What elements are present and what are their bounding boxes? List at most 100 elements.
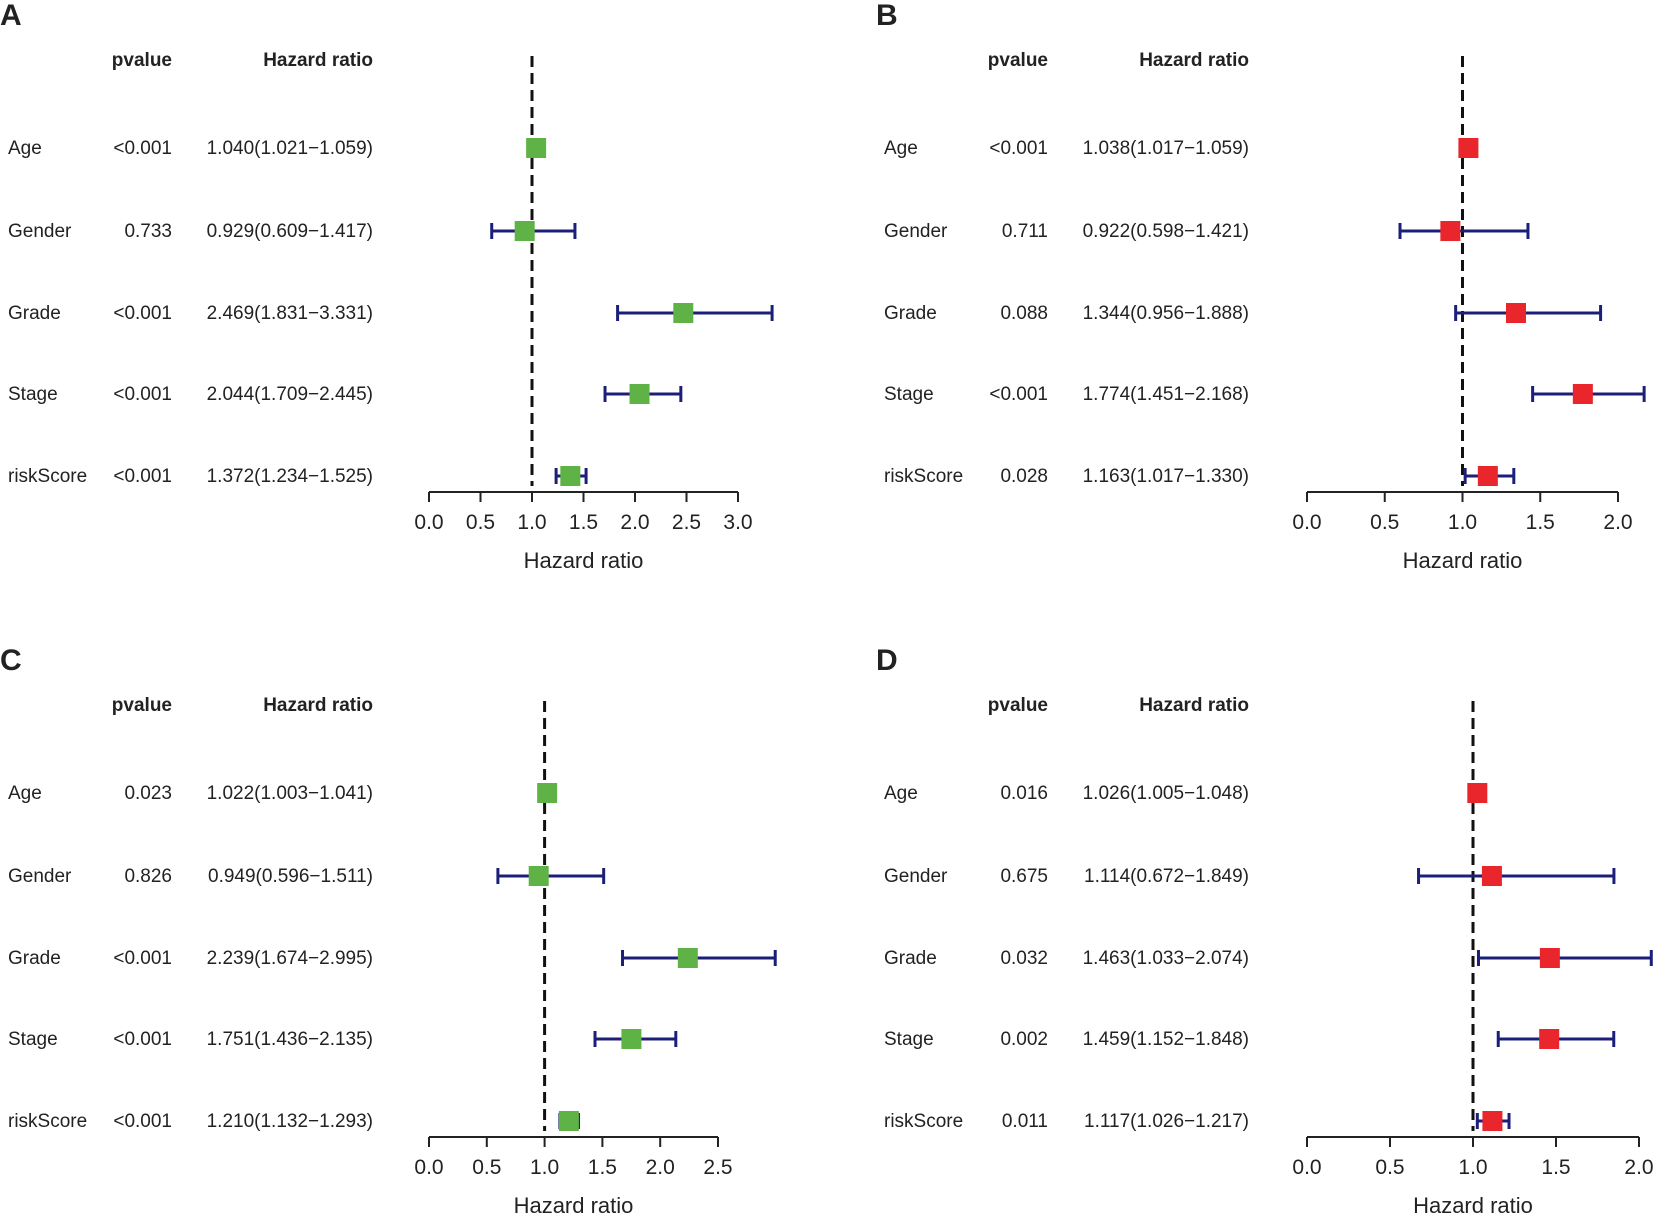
row-pvalue: 0.028 — [1000, 466, 1048, 487]
x-tick-label: 0.5 — [1370, 511, 1399, 534]
row-hazard-ratio: 0.922(0.598−1.421) — [1083, 221, 1249, 242]
x-tick-label: 3.0 — [723, 511, 752, 534]
x-tick-label: 2.0 — [646, 1156, 675, 1179]
row-hazard-ratio: 2.044(1.709−2.445) — [207, 384, 373, 405]
row-hazard-ratio: 1.022(1.003−1.041) — [207, 783, 373, 804]
x-axis-title: Hazard ratio — [1403, 548, 1523, 573]
hr-marker — [677, 948, 698, 968]
x-tick-label: 0.0 — [414, 1156, 443, 1179]
hr-marker — [1482, 1111, 1503, 1131]
row-label: Grade — [8, 303, 61, 324]
x-tick-label: 2.0 — [1624, 1156, 1653, 1179]
x-tick-label: 0.0 — [1292, 1156, 1321, 1179]
row-label: Stage — [884, 1029, 934, 1050]
row-pvalue: <0.001 — [113, 1029, 172, 1050]
row-label: riskScore — [8, 466, 87, 487]
x-tick-label: 1.0 — [530, 1156, 559, 1179]
x-tick-label: 0.0 — [1292, 511, 1321, 534]
row-label: Grade — [884, 303, 937, 324]
row-hazard-ratio: 1.163(1.017−1.330) — [1083, 466, 1249, 487]
hr-marker — [629, 384, 650, 404]
row-label: Gender — [884, 866, 948, 887]
ci-whisker — [616, 305, 774, 321]
ci-whisker — [621, 950, 777, 966]
row-pvalue: 0.016 — [1000, 783, 1048, 804]
hr-marker — [1458, 138, 1479, 158]
x-tick-label: 1.5 — [588, 1156, 617, 1179]
row-label: riskScore — [884, 466, 963, 487]
x-tick-label: 2.5 — [672, 511, 701, 534]
row-label: Grade — [8, 948, 61, 969]
row-label: Age — [884, 138, 918, 159]
row-hazard-ratio: 1.344(0.956−1.888) — [1083, 303, 1249, 324]
x-axis: 0.0 0.5 1.0 1.5 2.0 — [1292, 491, 1633, 534]
row-pvalue: 0.711 — [1002, 221, 1048, 242]
hr-marker — [1467, 783, 1488, 803]
row-label: riskScore — [8, 1111, 87, 1132]
hazard-ratio-header: Hazard ratio — [263, 695, 373, 716]
hr-marker — [1572, 384, 1593, 404]
x-axis: 0.0 0.5 1.0 1.5 2.0 2.5 — [414, 1136, 733, 1179]
x-tick-label: 0.0 — [414, 511, 443, 534]
row-hazard-ratio: 1.040(1.021−1.059) — [207, 138, 373, 159]
x-tick-label: 2.5 — [703, 1156, 732, 1179]
row-hazard-ratio: 1.372(1.234−1.525) — [207, 466, 373, 487]
x-tick-label: 1.0 — [1448, 511, 1477, 534]
row-hazard-ratio: 1.117(1.026−1.217) — [1084, 1111, 1249, 1132]
row-label: Age — [8, 138, 42, 159]
hr-marker — [1440, 221, 1461, 241]
row-pvalue: <0.001 — [989, 138, 1048, 159]
hr-marker — [558, 1111, 579, 1131]
panel-letter: D — [876, 644, 898, 677]
row-pvalue: <0.001 — [113, 384, 172, 405]
row-hazard-ratio: 2.469(1.831−3.331) — [207, 303, 373, 324]
row-hazard-ratio: 1.774(1.451−2.168) — [1083, 384, 1249, 405]
row-pvalue: <0.001 — [113, 1111, 172, 1132]
x-tick-label: 2.0 — [620, 511, 649, 534]
hr-marker — [526, 138, 547, 158]
x-axis-title: Hazard ratio — [524, 548, 644, 573]
hazard-ratio-header: Hazard ratio — [1139, 695, 1249, 716]
row-hazard-ratio: 1.463(1.033−2.074) — [1083, 948, 1249, 969]
panel-letter: A — [0, 0, 22, 32]
row-label: Gender — [8, 221, 72, 242]
hazard-ratio-header: Hazard ratio — [1139, 50, 1249, 71]
row-pvalue: <0.001 — [989, 384, 1048, 405]
hr-marker — [528, 866, 549, 886]
row-label: Stage — [8, 384, 58, 405]
row-pvalue: 0.032 — [1000, 948, 1048, 969]
hr-marker — [514, 221, 535, 241]
row-pvalue: 0.011 — [1002, 1111, 1048, 1132]
row-pvalue: 0.733 — [124, 221, 172, 242]
pvalue-header: pvalue — [988, 50, 1048, 71]
ci-whisker — [1454, 305, 1603, 321]
row-pvalue: 0.002 — [1000, 1029, 1048, 1050]
hr-marker — [560, 466, 581, 486]
x-axis: 0.0 0.5 1.0 1.5 2.0 — [1292, 1136, 1654, 1179]
hr-marker — [621, 1029, 642, 1049]
x-axis-title: Hazard ratio — [514, 1193, 634, 1218]
row-hazard-ratio: 2.239(1.674−2.995) — [207, 948, 373, 969]
hr-marker — [1505, 303, 1526, 323]
x-tick-label: 2.0 — [1603, 511, 1632, 534]
row-hazard-ratio: 1.459(1.152−1.848) — [1083, 1029, 1249, 1050]
row-pvalue: 0.675 — [1000, 866, 1048, 887]
x-tick-label: 1.0 — [517, 511, 546, 534]
row-hazard-ratio: 1.114(0.672−1.849) — [1084, 866, 1249, 887]
row-hazard-ratio: 0.949(0.596−1.511) — [208, 866, 373, 887]
x-tick-label: 1.5 — [1526, 511, 1555, 534]
row-label: Age — [8, 783, 42, 804]
x-tick-label: 0.5 — [466, 511, 495, 534]
hr-marker — [537, 783, 558, 803]
panel-letter: B — [876, 0, 898, 32]
pvalue-header: pvalue — [112, 50, 172, 71]
pvalue-header: pvalue — [112, 695, 172, 716]
x-tick-label: 1.5 — [569, 511, 598, 534]
ci-whisker — [1417, 868, 1616, 884]
x-tick-label: 0.5 — [1375, 1156, 1404, 1179]
hr-marker — [1477, 466, 1498, 486]
